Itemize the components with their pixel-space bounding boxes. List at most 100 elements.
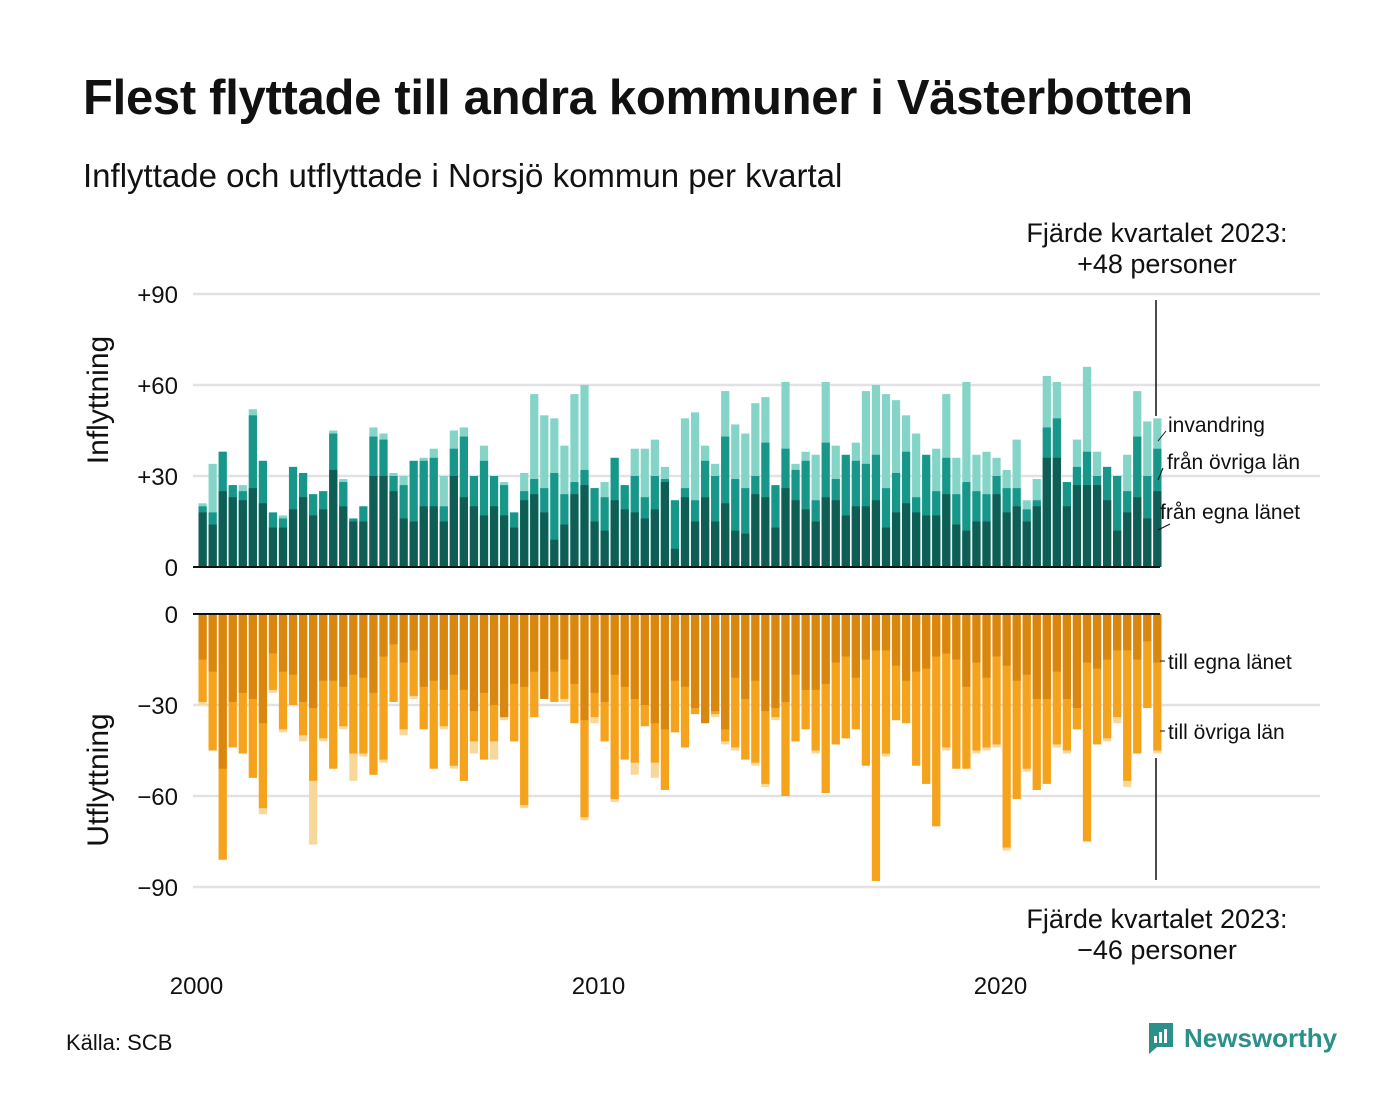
series-label: till egna länet: [1168, 651, 1292, 674]
bar-outflow-own-county: [409, 614, 418, 651]
bar-outflow-own-county: [821, 614, 830, 684]
bar-inflow-other-counties: [962, 482, 971, 567]
label-leader: [1157, 467, 1164, 481]
bar-inflow-own-county: [620, 509, 629, 567]
bar-inflow-own-county: [1022, 521, 1031, 567]
series-label: från egna länet: [1160, 501, 1300, 524]
bar-outflow-own-county: [1012, 614, 1021, 681]
bar-inflow-other-counties: [841, 454, 850, 567]
bar-outflow-other-counties: [429, 614, 438, 769]
bar-inflow-own-county: [349, 521, 358, 567]
bar-outflow-own-county: [268, 614, 278, 654]
bar-outflow-other-counties: [1082, 614, 1092, 842]
bar-outflow-own-county: [922, 614, 931, 669]
bar-outflow-own-county: [650, 614, 659, 724]
bar-inflow-own-county: [751, 494, 760, 567]
bar-outflow-own-county: [510, 614, 519, 684]
bar-inflow-own-county: [1002, 512, 1011, 567]
bar-inflow-own-county: [1052, 457, 1061, 567]
bar-outflow-own-county: [520, 614, 529, 687]
bar-outflow-own-county: [530, 614, 539, 672]
bar-outflow-other-counties: [992, 614, 1001, 745]
bar-outflow-other-counties: [821, 614, 830, 793]
bar-outflow-own-county: [278, 614, 288, 672]
bar-outflow-own-county: [1072, 614, 1082, 709]
newsworthy-icon: [1149, 1023, 1173, 1054]
bar-inflow-own-county: [520, 500, 529, 567]
bar-inflow-own-county: [339, 506, 348, 567]
bar-inflow-own-county: [489, 506, 499, 567]
chart-title: Flest flyttade till andra kommuner i Väs…: [83, 71, 1193, 125]
bar-inflow-own-county: [479, 515, 489, 567]
bar-outflow-own-county: [299, 614, 308, 702]
label-leader: [1157, 430, 1167, 442]
bar-outflow-own-county: [1123, 614, 1132, 651]
bar-inflow-own-county: [399, 518, 408, 567]
bar-outflow-other-counties: [861, 614, 870, 766]
bar-outflow-other-counties: [972, 614, 981, 751]
bar-outflow-other-counties: [1153, 614, 1162, 751]
bar-outflow-other-counties: [389, 614, 398, 702]
bar-outflow-own-county: [389, 614, 398, 645]
bar-outflow-own-county: [1052, 614, 1061, 672]
bar-outflow-own-county: [871, 614, 881, 651]
bar-outflow-own-county: [640, 614, 649, 705]
bar-outflow-own-county: [801, 614, 810, 690]
bar-outflow-other-counties: [781, 614, 790, 796]
bar-outflow-own-county: [449, 614, 458, 675]
bar-outflow-other-counties: [841, 614, 850, 739]
bar-outflow-own-county: [1082, 614, 1092, 663]
bar-outflow-other-counties: [731, 614, 740, 748]
bar-inflow-other-counties: [670, 500, 680, 567]
bar-inflow-other-counties: [721, 436, 730, 567]
bar-outflow-own-county: [630, 614, 639, 699]
bar-outflow-other-counties: [1113, 614, 1122, 718]
x-tick-label: 2000: [170, 973, 223, 1000]
bar-outflow-own-county: [620, 614, 629, 687]
bar-inflow-own-county: [429, 506, 438, 567]
bar-inflow-own-county: [761, 497, 770, 567]
bar-inflow-other-counties: [881, 488, 891, 567]
bar-inflow-other-counties: [731, 479, 740, 567]
bar-inflow-own-county: [369, 476, 378, 567]
bar-inflow-own-county: [1133, 497, 1142, 567]
bar-inflow-own-county: [570, 494, 579, 567]
bar-outflow-own-county: [600, 614, 609, 702]
y-axis-title-utflyttning: Utflyttning: [82, 713, 115, 846]
bar-inflow-own-county: [1092, 485, 1102, 567]
bar-outflow-other-counties: [1143, 614, 1152, 709]
bar-inflow-own-county: [922, 515, 931, 567]
bar-inflow-own-county: [831, 500, 840, 567]
bar-outflow-own-county: [309, 614, 318, 709]
bar-inflow-own-county: [459, 497, 468, 567]
bar-outflow-own-county: [349, 614, 358, 675]
y-tick-label: 0: [165, 555, 178, 582]
y-tick-label: +30: [137, 464, 178, 491]
bar-outflow-other-counties: [942, 614, 951, 748]
bar-outflow-other-counties: [1032, 614, 1041, 790]
bar-outflow-own-county: [962, 614, 971, 687]
bar-inflow-other-counties: [741, 488, 750, 567]
bar-outflow-own-county: [500, 614, 509, 718]
bar-outflow-own-county: [590, 614, 599, 693]
bar-outflow-own-county: [982, 614, 991, 678]
y-tick-label: −90: [137, 875, 178, 902]
bar-outflow-own-county: [540, 614, 549, 699]
bar-outflow-other-counties: [1052, 614, 1061, 745]
annotation-bottom-title: Fjärde kvartalet 2023:: [1026, 904, 1287, 934]
bar-inflow-own-county: [982, 521, 991, 567]
bar-outflow-own-county: [329, 614, 338, 681]
bar-outflow-other-counties: [1022, 614, 1031, 769]
bar-inflow-own-county: [1143, 518, 1152, 567]
bar-outflow-own-county: [992, 614, 1001, 657]
bar-outflow-other-counties: [379, 614, 388, 760]
bar-outflow-own-county: [771, 614, 780, 709]
bar-inflow-other-counties: [409, 460, 418, 567]
bar-inflow-own-county: [540, 512, 549, 567]
bar-outflow-own-county: [902, 614, 911, 681]
bar-inflow-own-county: [891, 512, 901, 567]
bar-inflow-own-county: [580, 485, 589, 567]
bar-inflow-own-county: [268, 527, 278, 567]
y-axis-title-inflyttning: Inflyttning: [82, 336, 115, 464]
bar-inflow-own-county: [1072, 485, 1082, 567]
